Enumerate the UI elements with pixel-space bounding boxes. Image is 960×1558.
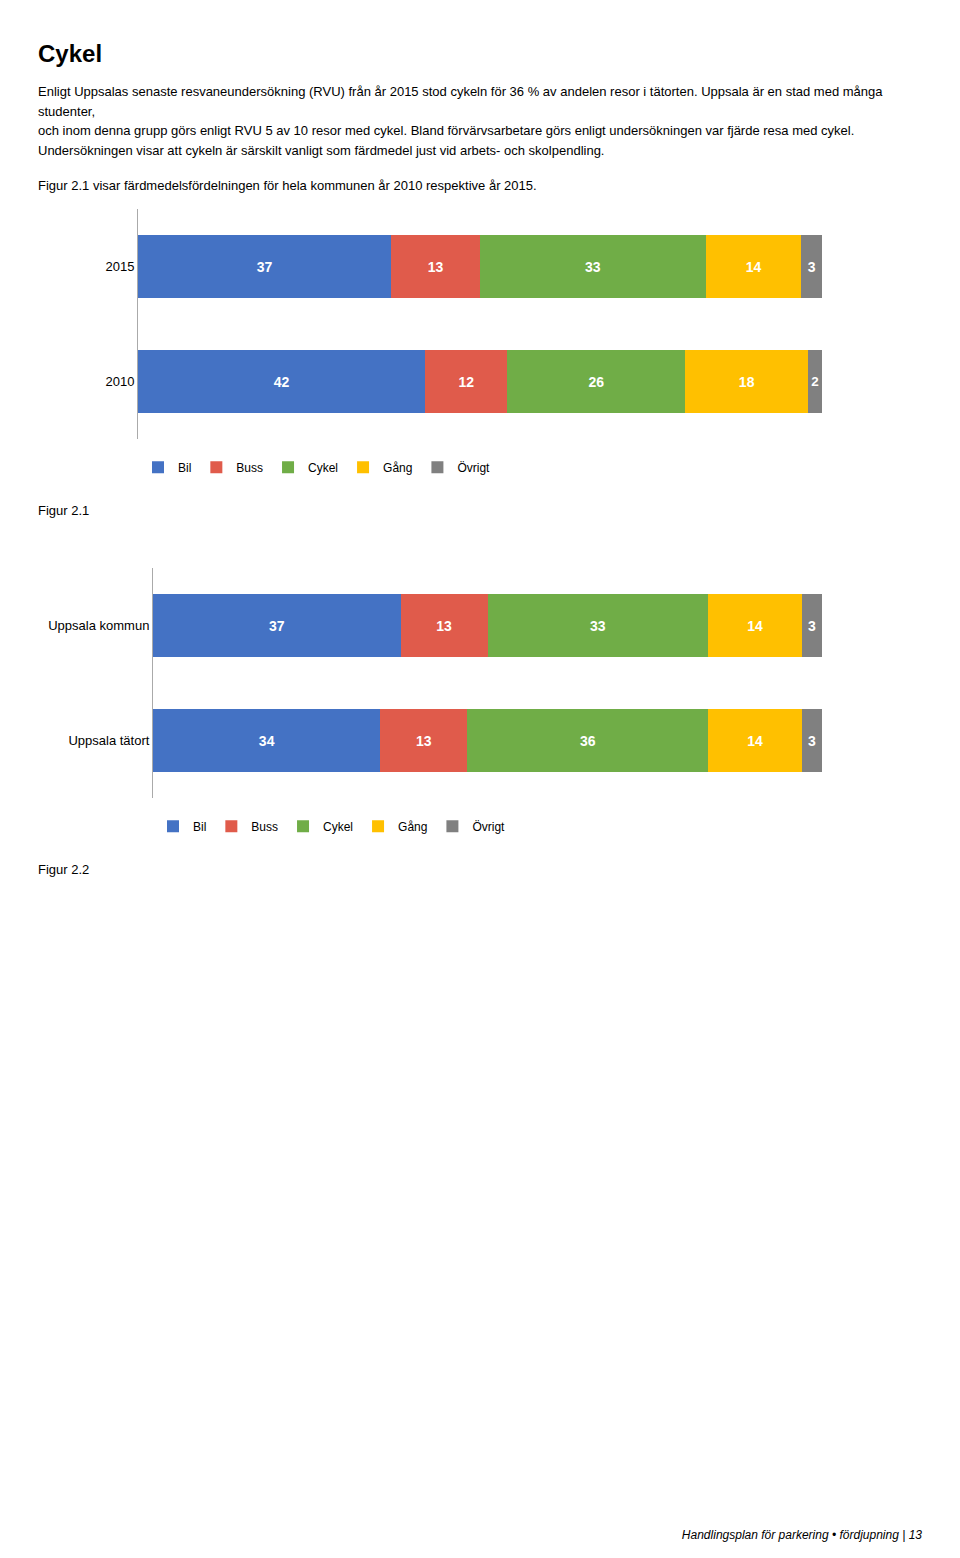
html-text:Cykel: Cykel xyxy=(38,40,102,67)
svg-text:42: 42 xyxy=(274,374,290,390)
svg-text:36: 36 xyxy=(580,733,596,749)
svg-text:33: 33 xyxy=(590,618,606,634)
svg-text:13: 13 xyxy=(416,733,432,749)
svg-text:2: 2 xyxy=(811,374,818,389)
svg-text:Uppsala kommun: Uppsala kommun xyxy=(48,618,149,633)
svg-text:37: 37 xyxy=(269,618,285,634)
html-text:Figur 2.1 visar färdmedelsförd: Figur 2.1 visar färdmedelsfördelningen f… xyxy=(38,178,537,193)
svg-text:Övrigt: Övrigt xyxy=(472,820,505,834)
html-text:Handlingsplan för parkering •: Handlingsplan för parkering • fördjupnin… xyxy=(681,1528,922,1542)
svg-text:Buss: Buss xyxy=(236,461,263,475)
svg-text:26: 26 xyxy=(588,374,604,390)
svg-text:Bil: Bil xyxy=(193,820,206,834)
svg-text:3: 3 xyxy=(808,259,816,275)
svg-text:2015: 2015 xyxy=(105,259,134,274)
html-text:Enligt Uppsalas senaste resvan: Enligt Uppsalas senaste resvaneundersökn… xyxy=(38,84,883,158)
svg-text:3: 3 xyxy=(808,618,816,634)
svg-text:Uppsala tätort: Uppsala tätort xyxy=(68,733,149,748)
svg-text:13: 13 xyxy=(428,259,444,275)
svg-text:14: 14 xyxy=(746,259,762,275)
svg-text:Cykel: Cykel xyxy=(323,820,353,834)
svg-text:18: 18 xyxy=(739,374,755,390)
html-text:Figur 2.2: Figur 2.2 xyxy=(38,862,90,877)
svg-text:Bil: Bil xyxy=(178,461,191,475)
svg-text:14: 14 xyxy=(747,618,763,634)
svg-text:37: 37 xyxy=(257,259,273,275)
svg-text:Gång: Gång xyxy=(383,461,412,475)
svg-text:Övrigt: Övrigt xyxy=(457,461,490,475)
svg-text:Gång: Gång xyxy=(398,820,427,834)
svg-text:2010: 2010 xyxy=(105,374,134,389)
svg-text:14: 14 xyxy=(747,733,763,749)
svg-text:13: 13 xyxy=(436,618,452,634)
svg-text:12: 12 xyxy=(458,374,474,390)
svg-text:Cykel: Cykel xyxy=(308,461,338,475)
html-text:Figur 2.1: Figur 2.1 xyxy=(38,503,90,518)
svg-text:33: 33 xyxy=(585,259,601,275)
svg-text:Buss: Buss xyxy=(251,820,278,834)
svg-text:34: 34 xyxy=(259,733,275,749)
svg-text:3: 3 xyxy=(808,733,816,749)
